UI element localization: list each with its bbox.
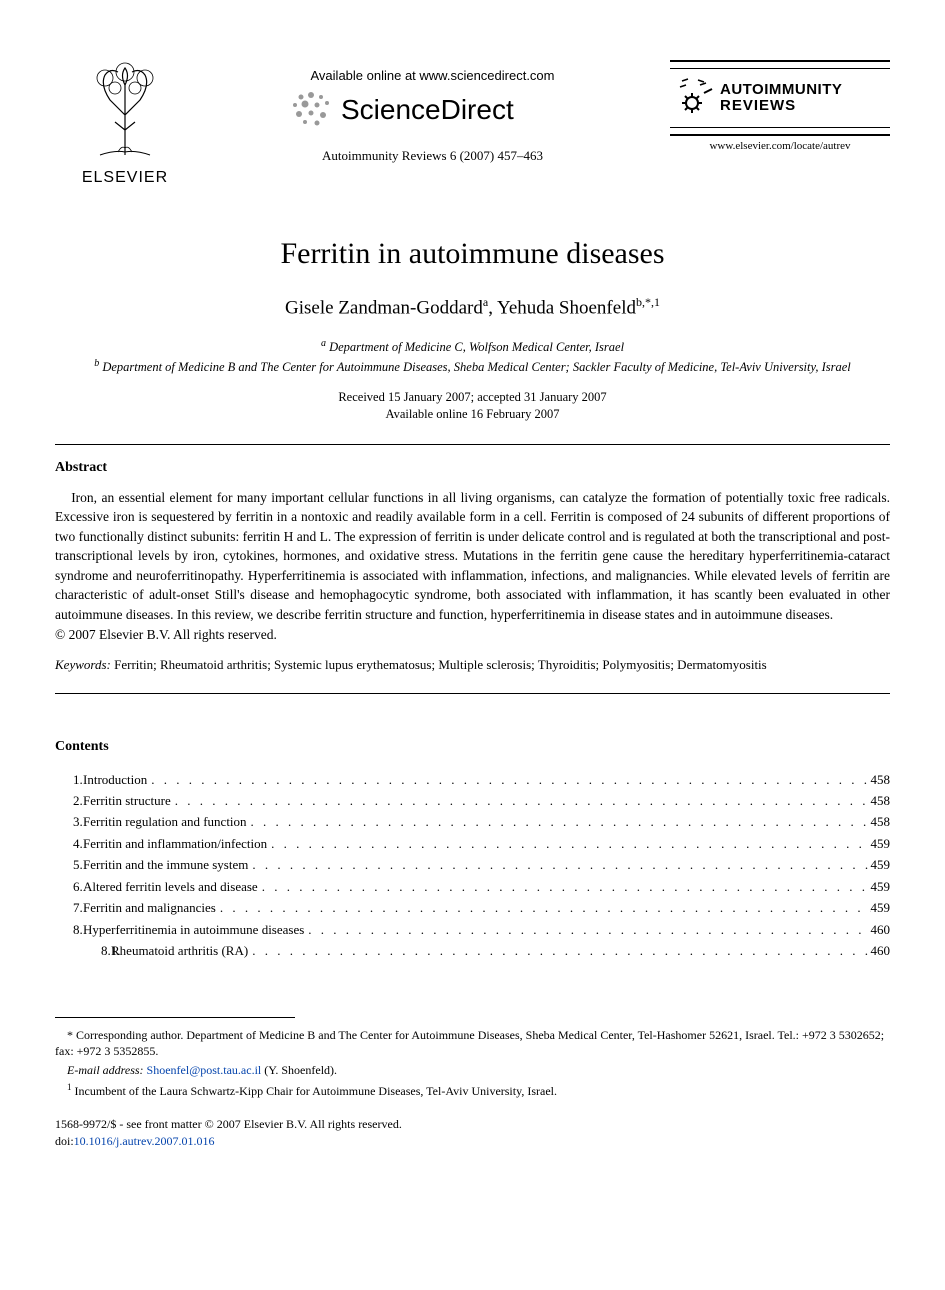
journal-block: AUTOIMMUNITY REVIEWS www.elsevier.com/lo… xyxy=(670,60,890,152)
doi-label: doi: xyxy=(55,1134,74,1148)
toc-title: Rheumatoid arthritis (RA) xyxy=(111,940,248,961)
journal-url: www.elsevier.com/locate/autrev xyxy=(670,140,890,152)
citation-line: Autoimmunity Reviews 6 (2007) 457–463 xyxy=(195,148,670,164)
toc-number: 3. xyxy=(55,811,83,832)
issn-block: 1568-9972/$ - see front matter © 2007 El… xyxy=(55,1116,890,1150)
abstract-section: Abstract Iron, an essential element for … xyxy=(55,460,890,673)
toc-number: 4. xyxy=(55,833,83,854)
received-date: Received 15 January 2007; accepted 31 Ja… xyxy=(55,389,890,407)
toc-dots: . . . . . . . . . . . . . . . . . . . . … xyxy=(248,854,870,875)
issn-line: 1568-9972/$ - see front matter © 2007 El… xyxy=(55,1116,890,1133)
journal-name-line2: REVIEWS xyxy=(720,98,842,114)
toc-title: Ferritin regulation and function xyxy=(83,811,247,832)
toc-number: 7. xyxy=(55,897,83,918)
toc-page: 460 xyxy=(871,919,891,940)
toc-dots: . . . . . . . . . . . . . . . . . . . . … xyxy=(258,876,871,897)
toc-title: Hyperferritinemia in autoimmune diseases xyxy=(83,919,304,940)
toc-item[interactable]: 5.Ferritin and the immune system . . . .… xyxy=(55,854,890,875)
incumbent-note: 1 Incumbent of the Laura Schwartz-Kipp C… xyxy=(55,1081,890,1100)
toc-title: Ferritin and malignancies xyxy=(83,897,216,918)
contents-section: Contents 1.Introduction . . . . . . . . … xyxy=(55,739,890,962)
toc-title: Ferritin and inflammation/infection xyxy=(83,833,267,854)
journal-gear-icon xyxy=(674,77,716,119)
toc-item[interactable]: 8.Hyperferritinemia in autoimmune diseas… xyxy=(55,919,890,940)
divider-top xyxy=(55,444,890,445)
contents-heading: Contents xyxy=(55,739,890,755)
center-block: Available online at www.sciencedirect.co… xyxy=(195,60,670,164)
header-row: ELSEVIER Available online at www.science… xyxy=(55,60,890,187)
toc-item[interactable]: 4.Ferritin and inflammation/infection . … xyxy=(55,833,890,854)
affil-a: Department of Medicine C, Wolfson Medica… xyxy=(326,340,624,354)
toc-number: 8. xyxy=(55,919,83,940)
divider-bottom xyxy=(55,693,890,694)
keywords: Keywords: Ferritin; Rheumatoid arthritis… xyxy=(55,657,890,673)
toc-item[interactable]: 7.Ferritin and malignancies . . . . . . … xyxy=(55,897,890,918)
toc-item[interactable]: 3.Ferritin regulation and function . . .… xyxy=(55,811,890,832)
email-suffix: (Y. Shoenfeld). xyxy=(261,1063,337,1077)
toc-number: 1. xyxy=(55,769,83,790)
toc-page: 460 xyxy=(871,940,891,961)
doi-link[interactable]: 10.1016/j.autrev.2007.01.016 xyxy=(74,1134,215,1148)
toc-item[interactable]: 8.1.Rheumatoid arthritis (RA) . . . . . … xyxy=(55,940,890,961)
available-date: Available online 16 February 2007 xyxy=(55,406,890,424)
corresponding-author-note: * Corresponding author. Department of Me… xyxy=(55,1027,890,1061)
article-title: Ferritin in autoimmune diseases xyxy=(55,237,890,271)
footnotes-block: * Corresponding author. Department of Me… xyxy=(55,1027,890,1100)
note1-text: Incumbent of the Laura Schwartz-Kipp Cha… xyxy=(72,1084,557,1098)
abstract-text: Iron, an essential element for many impo… xyxy=(55,488,890,625)
toc-page: 459 xyxy=(871,897,891,918)
toc-page: 459 xyxy=(871,854,891,875)
title-section: Ferritin in autoimmune diseases Gisele Z… xyxy=(55,237,890,424)
affil-b: Department of Medicine B and The Center … xyxy=(99,360,851,374)
toc-dots: . . . . . . . . . . . . . . . . . . . . … xyxy=(248,940,870,961)
doi-line: doi:10.1016/j.autrev.2007.01.016 xyxy=(55,1133,890,1150)
authors: Gisele Zandman-Goddarda, Yehuda Shoenfel… xyxy=(55,295,890,319)
abstract-copyright: © 2007 Elsevier B.V. All rights reserved… xyxy=(55,627,890,643)
available-online-text: Available online at www.sciencedirect.co… xyxy=(195,68,670,83)
author-1: Gisele Zandman-Goddard xyxy=(285,297,483,318)
toc-dots: . . . . . . . . . . . . . . . . . . . . … xyxy=(267,833,870,854)
toc-number: 2. xyxy=(55,790,83,811)
toc-item[interactable]: 1.Introduction . . . . . . . . . . . . .… xyxy=(55,769,890,790)
dates-block: Received 15 January 2007; accepted 31 Ja… xyxy=(55,389,890,424)
author-2: Yehuda Shoenfeld xyxy=(497,297,636,318)
abstract-heading: Abstract xyxy=(55,460,890,476)
toc-dots: . . . . . . . . . . . . . . . . . . . . … xyxy=(171,790,871,811)
toc-title: Ferritin and the immune system xyxy=(83,854,248,875)
keywords-text: Ferritin; Rheumatoid arthritis; Systemic… xyxy=(111,657,767,672)
author-2-sup: b,*,1 xyxy=(636,295,660,309)
elsevier-tree-icon xyxy=(80,60,170,160)
toc-title: Ferritin structure xyxy=(83,790,171,811)
affiliations: a Department of Medicine C, Wolfson Medi… xyxy=(55,337,890,376)
author-1-sup: a xyxy=(483,295,488,309)
journal-name-line1: AUTOIMMUNITY xyxy=(720,82,842,98)
toc-item[interactable]: 6.Altered ferritin levels and disease . … xyxy=(55,876,890,897)
svg-text:ScienceDirect: ScienceDirect xyxy=(341,94,514,125)
publisher-block: ELSEVIER xyxy=(55,60,195,187)
toc-page: 458 xyxy=(871,790,891,811)
email-link[interactable]: Shoenfel@post.tau.ac.il xyxy=(147,1063,262,1077)
toc-dots: . . . . . . . . . . . . . . . . . . . . … xyxy=(247,811,871,832)
journal-logo-box: AUTOIMMUNITY REVIEWS xyxy=(670,60,890,136)
keywords-label: Keywords: xyxy=(55,657,111,672)
toc-page: 459 xyxy=(871,833,891,854)
toc-item[interactable]: 2.Ferritin structure . . . . . . . . . .… xyxy=(55,790,890,811)
toc-page: 458 xyxy=(871,769,891,790)
email-note: E-mail address: Shoenfel@post.tau.ac.il … xyxy=(55,1062,890,1079)
publisher-name: ELSEVIER xyxy=(55,169,195,187)
toc-title: Introduction xyxy=(83,769,147,790)
toc-number: 8.1. xyxy=(55,940,111,961)
toc-dots: . . . . . . . . . . . . . . . . . . . . … xyxy=(147,769,870,790)
toc-title: Altered ferritin levels and disease xyxy=(83,876,258,897)
toc-number: 6. xyxy=(55,876,83,897)
toc-number: 5. xyxy=(55,854,83,875)
email-label: E-mail address: xyxy=(67,1063,147,1077)
toc-container: 1.Introduction . . . . . . . . . . . . .… xyxy=(55,769,890,962)
toc-dots: . . . . . . . . . . . . . . . . . . . . … xyxy=(216,897,871,918)
toc-dots: . . . . . . . . . . . . . . . . . . . . … xyxy=(304,919,870,940)
toc-page: 458 xyxy=(871,811,891,832)
sciencedirect-logo: ScienceDirect xyxy=(283,89,583,131)
toc-page: 459 xyxy=(871,876,891,897)
